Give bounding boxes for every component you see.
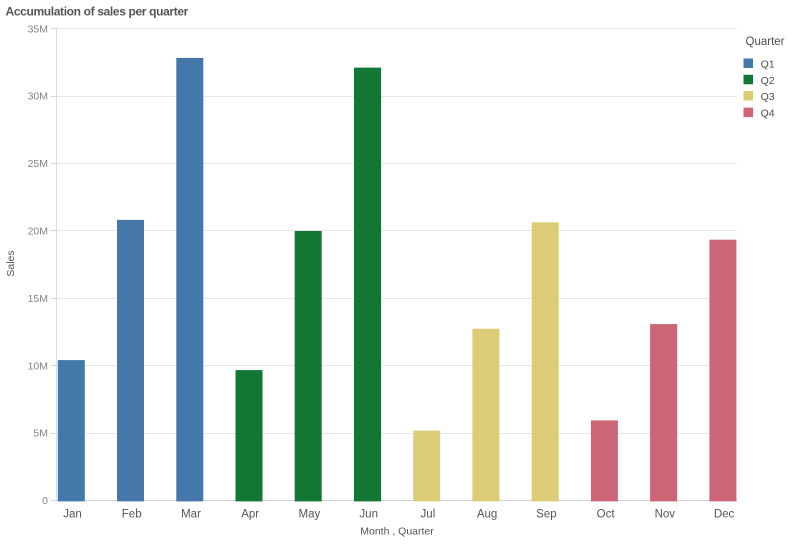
svg-text:Nov: Nov	[655, 509, 676, 521]
svg-text:Sep: Sep	[536, 509, 556, 521]
svg-text:Jun: Jun	[359, 509, 378, 521]
svg-text:May: May	[299, 509, 321, 521]
svg-text:5M: 5M	[33, 428, 48, 440]
svg-text:Feb: Feb	[122, 509, 142, 521]
svg-text:Oct: Oct	[597, 509, 616, 521]
svg-text:Q4: Q4	[761, 108, 775, 120]
svg-text:Q2: Q2	[761, 75, 775, 87]
svg-text:Aug: Aug	[477, 509, 497, 521]
svg-text:Sales: Sales	[5, 250, 17, 276]
svg-text:Q1: Q1	[761, 59, 775, 71]
svg-text:0: 0	[42, 495, 48, 507]
svg-text:Quarter: Quarter	[746, 36, 785, 48]
svg-text:Accumulation of sales per quar: Accumulation of sales per quarter	[6, 5, 189, 19]
svg-text:10M: 10M	[28, 360, 48, 372]
svg-text:30M: 30M	[28, 91, 48, 103]
svg-text:20M: 20M	[28, 226, 48, 238]
svg-text:25M: 25M	[28, 158, 48, 170]
svg-text:Month , Quarter: Month , Quarter	[360, 526, 434, 538]
svg-text:Mar: Mar	[181, 509, 201, 521]
svg-text:15M: 15M	[28, 293, 48, 305]
svg-text:Apr: Apr	[241, 509, 259, 521]
svg-text:Q3: Q3	[761, 91, 775, 103]
svg-text:Jul: Jul	[421, 509, 436, 521]
svg-text:Dec: Dec	[714, 509, 735, 521]
svg-text:35M: 35M	[28, 23, 48, 35]
svg-text:Jan: Jan	[63, 509, 82, 521]
